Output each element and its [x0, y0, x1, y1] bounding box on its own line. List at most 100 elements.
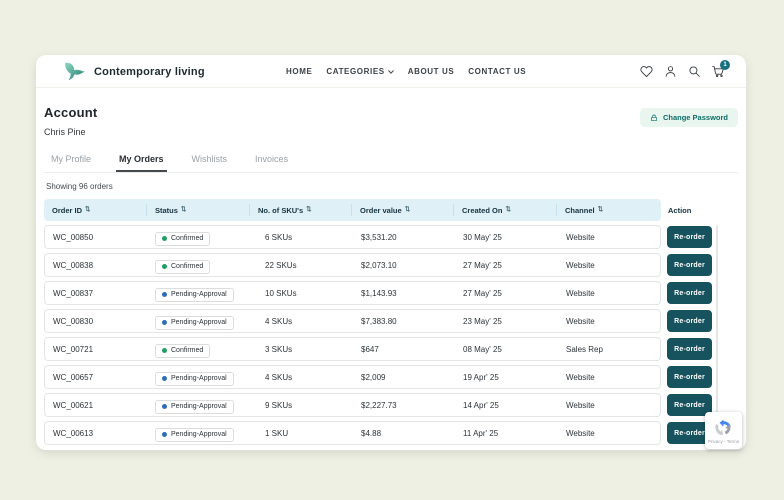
change-password-button[interactable]: Change Password	[639, 108, 738, 127]
table-row: WC_00830 Pending-Approval 4 SKUs $7,383.…	[44, 309, 738, 333]
status-badge: Pending-Approval	[155, 427, 234, 442]
skus-cell: 4 SKUs	[265, 372, 293, 382]
order-value-cell: $2,009	[361, 372, 386, 382]
reorder-button[interactable]: Re-order	[667, 254, 712, 276]
recaptcha-privacy-terms[interactable]: Privacy - Terms	[708, 438, 739, 444]
brand-logo[interactable]: Contemporary living	[62, 55, 205, 88]
reorder-button[interactable]: Re-order	[667, 226, 712, 248]
status-dot-icon	[162, 236, 167, 241]
reorder-button[interactable]: Re-order	[667, 310, 712, 332]
reorder-button[interactable]: Re-order	[667, 282, 712, 304]
status-dot-icon	[162, 264, 167, 269]
channel-cell: Website	[566, 372, 595, 382]
account-user-name: Chris Pine	[44, 127, 86, 137]
skus-cell: 10 SKUs	[265, 288, 297, 298]
account-tabs: My Profile My Orders Wishlists Invoices	[44, 147, 738, 173]
channel-cell: Website	[566, 232, 595, 242]
nav-item-about-us[interactable]: ABOUT US	[407, 67, 455, 76]
created-on-cell: 08 May' 25	[463, 344, 502, 354]
sort-icon[interactable]: ⇅	[180, 205, 187, 213]
sort-icon[interactable]: ⇅	[306, 205, 312, 213]
table-row: WC_00621 Pending-Approval 9 SKUs $2,227.…	[44, 393, 738, 417]
status-dot-icon	[162, 432, 167, 437]
account-person-icon[interactable]	[664, 65, 677, 78]
table-row: WC_00837 Pending-Approval 10 SKUs $1,143…	[44, 281, 738, 305]
reorder-button[interactable]: Re-order	[667, 366, 712, 388]
channel-cell: Website	[566, 288, 595, 298]
reorder-button[interactable]: Re-order	[667, 394, 712, 416]
order-id-cell: WC_00613	[53, 428, 94, 438]
table-row: WC_00657 Pending-Approval 4 SKUs $2,009 …	[44, 365, 738, 389]
lock-icon	[650, 114, 657, 121]
sort-icon[interactable]: ⇅	[85, 205, 91, 213]
skus-cell: 6 SKUs	[265, 232, 293, 242]
status-badge: Pending-Approval	[155, 315, 234, 330]
order-id-cell: WC_00830	[53, 316, 94, 326]
orders-count-summary: Showing 96 orders	[46, 182, 113, 191]
search-icon[interactable]	[688, 65, 701, 78]
column-header-order-value[interactable]: Order value ⇅	[352, 204, 454, 216]
tab-my-profile[interactable]: My Profile	[51, 154, 92, 164]
recaptcha-icon	[715, 419, 732, 435]
cart-icon[interactable]: 1	[712, 60, 730, 78]
sort-icon[interactable]: ⇅	[404, 205, 411, 213]
column-header-created-on[interactable]: Created On ⇅	[454, 204, 557, 216]
page-title: Account	[44, 105, 98, 120]
wishlist-heart-icon[interactable]	[640, 65, 653, 78]
column-header-order-id[interactable]: Order ID ⇅	[44, 204, 147, 216]
nav-item-contact-us[interactable]: CONTACT US	[468, 67, 527, 76]
skus-cell: 9 SKUs	[265, 400, 293, 410]
created-on-cell: 23 May' 25	[463, 316, 502, 326]
orders-table-header: Order ID ⇅ Status ⇅ No. of SKU's ⇅ Order va…	[44, 199, 738, 221]
skus-cell: 3 SKUs	[265, 344, 293, 354]
column-header-action: Action	[668, 205, 692, 215]
order-value-cell: $7,383.80	[361, 316, 397, 326]
skus-cell: 22 SKUs	[265, 260, 297, 270]
tab-invoices[interactable]: Invoices	[255, 154, 289, 164]
tab-my-orders[interactable]: My Orders	[116, 147, 167, 172]
created-on-cell: 27 May' 25	[463, 288, 502, 298]
hummingbird-logo-icon	[64, 62, 85, 81]
order-value-cell: $2,073.10	[361, 260, 397, 270]
table-row: WC_00838 Confirmed 22 SKUs $2,073.10 27 …	[44, 253, 738, 277]
column-header-status[interactable]: Status ⇅	[147, 204, 250, 216]
status-badge: Pending-Approval	[155, 287, 234, 302]
table-row: WC_00721 Confirmed 3 SKUs $647 08 May' 2…	[44, 337, 738, 361]
status-badge: Confirmed	[155, 343, 211, 358]
status-dot-icon	[162, 320, 167, 325]
column-header-skus[interactable]: No. of SKU's ⇅	[250, 204, 352, 216]
channel-cell: Sales Rep	[566, 344, 603, 354]
status-dot-icon	[162, 292, 167, 297]
order-id-cell: WC_00838	[53, 260, 94, 270]
order-value-cell: $647	[361, 344, 379, 354]
chevron-down-icon	[387, 69, 394, 74]
created-on-cell: 19 Apr' 25	[463, 372, 499, 382]
nav-links: HOME CATEGORIES ABOUT US CONTACT US	[286, 55, 526, 88]
account-header: Account Chris Pine Change Password	[44, 88, 738, 137]
order-value-cell: $3,531.20	[361, 232, 397, 242]
created-on-cell: 11 Apr' 25	[463, 428, 499, 438]
order-id-cell: WC_00657	[53, 372, 94, 382]
tab-wishlists[interactable]: Wishlists	[191, 154, 228, 164]
column-header-channel[interactable]: Channel ⇅	[565, 205, 604, 215]
order-id-cell: WC_00837	[53, 288, 94, 298]
cart-count-badge: 1	[720, 60, 730, 70]
order-value-cell: $1,143.93	[361, 288, 397, 298]
main-card: Contemporary living HOME CATEGORIES ABOU…	[36, 55, 746, 450]
order-value-cell: $2,227.73	[361, 400, 397, 410]
order-id-cell: WC_00721	[53, 344, 94, 354]
reorder-button[interactable]: Re-order	[667, 338, 712, 360]
recaptcha-badge[interactable]: Privacy - Terms	[705, 412, 742, 449]
skus-cell: 4 SKUs	[265, 316, 293, 326]
sort-icon[interactable]: ⇅	[597, 205, 604, 213]
sort-icon[interactable]: ⇅	[505, 205, 511, 213]
status-badge: Pending-Approval	[155, 371, 234, 386]
status-dot-icon	[162, 348, 167, 353]
table-scrollbar[interactable]	[716, 225, 718, 443]
skus-cell: 1 SKU	[265, 428, 289, 438]
nav-item-home[interactable]: HOME	[286, 67, 313, 76]
nav-item-categories[interactable]: CATEGORIES	[326, 67, 394, 76]
reorder-button[interactable]: Re-order	[667, 422, 712, 444]
order-id-cell: WC_00850	[53, 232, 94, 242]
order-value-cell: $4.88	[361, 428, 382, 438]
